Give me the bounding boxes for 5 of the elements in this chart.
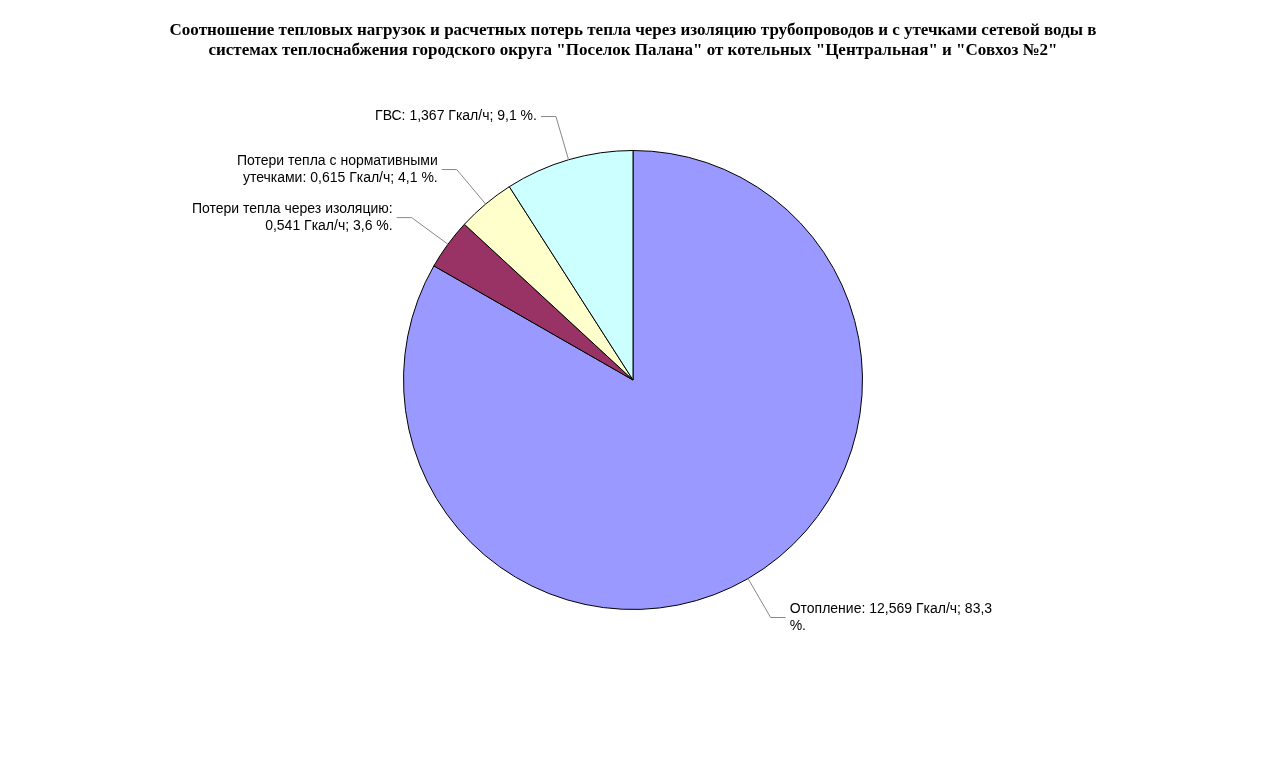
chart-title: Соотношение тепловых нагрузок и расчетных потерь тепла через изоляцию трубопроводов и с утечками сетевой воды в системах теплоснабжения городского округа "Поселок Палана" от котельных "Центральная" и "Совхоз №2" xyxy=(168,20,1098,60)
slice-label: Потери тепла с нормативными утечками: 0,615 Гкал/ч; 4,1 %. xyxy=(237,151,438,185)
slice-label: Отопление: 12,569 Гкал/ч; 83,3 %. xyxy=(789,599,993,633)
slice-label: Потери тепла через изоляцию: 0,541 Гкал/ч; 3,6 %. xyxy=(191,199,393,233)
slice-label: ГВС: 1,367 Гкал/ч; 9,1 %. xyxy=(375,107,537,124)
